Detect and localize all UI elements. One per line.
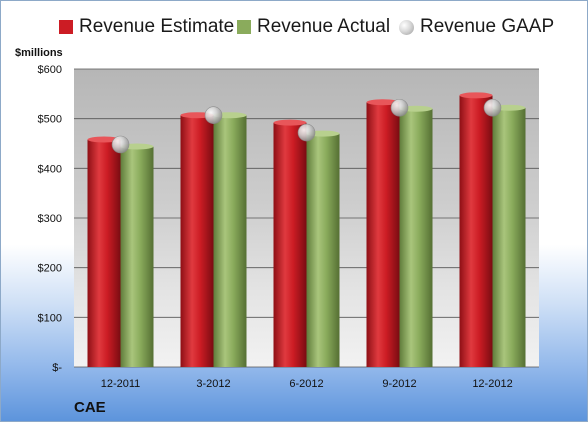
- company-label: CAE: [74, 399, 106, 416]
- legend-item-estimate: Revenue Estimate: [59, 16, 234, 38]
- x-tick-label: 12-2012: [472, 378, 512, 390]
- y-tick-label: $-: [52, 362, 62, 374]
- marker-revenue-gaap: [483, 98, 502, 117]
- x-axis-ticks: 12-2011 3-2012 6-2012 9-2012 12-2012: [101, 378, 513, 390]
- y-tick-label: $600: [38, 64, 62, 76]
- bar-revenue-actual: [120, 146, 154, 367]
- y-tick-label: $300: [38, 213, 62, 225]
- y-axis-ticks: $- $100 $200 $300 $400 $500 $600: [38, 64, 63, 374]
- bar-cap-revenue-estimate: [273, 119, 307, 126]
- x-tick-label: 6-2012: [289, 378, 323, 390]
- legend-item-actual: Revenue Actual: [237, 16, 390, 38]
- legend-swatch-actual: [237, 20, 251, 34]
- bar-cap-revenue-estimate: [366, 99, 400, 106]
- legend-marker-gaap: [399, 19, 414, 35]
- bar-cap-revenue-estimate: [87, 136, 121, 143]
- bar-revenue-actual: [399, 108, 433, 367]
- x-tick-label: 12-2011: [101, 378, 141, 390]
- y-tick-label: $400: [38, 163, 62, 175]
- marker-revenue-gaap: [204, 106, 223, 124]
- marker-revenue-gaap: [297, 123, 316, 142]
- bar-revenue-actual: [306, 133, 340, 367]
- legend-label-actual: Revenue Actual: [257, 16, 391, 37]
- bar-revenue-estimate: [87, 139, 121, 367]
- bar-revenue-actual: [492, 107, 526, 368]
- bars-group: [87, 92, 526, 368]
- bar-revenue-estimate: [180, 115, 214, 367]
- legend-item-gaap: Revenue GAAP: [399, 16, 554, 38]
- x-tick-label: 9-2012: [382, 378, 416, 390]
- y-tick-label: $100: [38, 312, 62, 324]
- y-axis-label: $millions: [15, 47, 63, 59]
- bar-revenue-estimate: [273, 122, 307, 367]
- bar-revenue-actual: [213, 115, 247, 367]
- y-tick-label: $200: [38, 263, 62, 275]
- bar-cap-revenue-estimate: [459, 92, 493, 99]
- bar-revenue-estimate: [459, 95, 493, 367]
- gaap-markers: [111, 98, 502, 154]
- marker-revenue-gaap: [390, 98, 409, 117]
- legend-label-gaap: Revenue GAAP: [420, 16, 555, 37]
- legend: Revenue Estimate Revenue Actual Revenue …: [1, 16, 587, 42]
- legend-label-estimate: Revenue Estimate: [79, 16, 235, 37]
- marker-revenue-gaap: [111, 135, 130, 154]
- legend-swatch-estimate: [59, 20, 73, 34]
- y-tick-label: $500: [38, 114, 62, 126]
- bar-revenue-estimate: [366, 102, 400, 367]
- x-tick-label: 3-2012: [196, 378, 230, 390]
